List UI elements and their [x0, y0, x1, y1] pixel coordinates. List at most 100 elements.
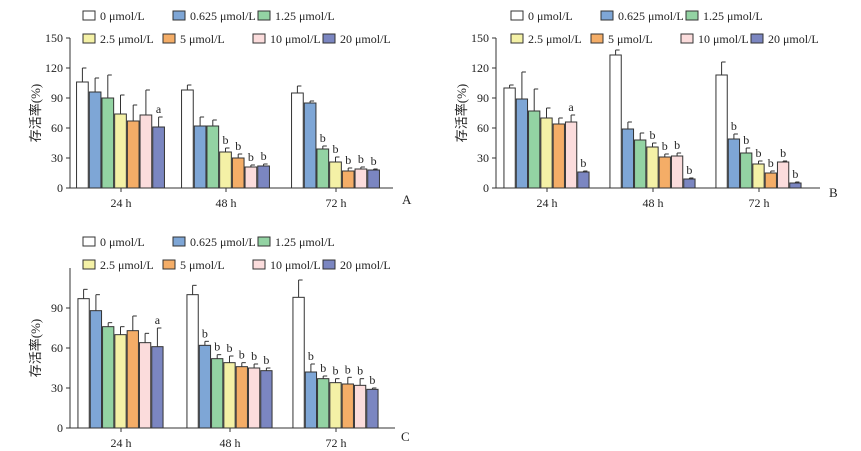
significance-label: b — [320, 361, 326, 375]
bar — [223, 362, 236, 429]
bar — [634, 139, 647, 189]
legend-label: 10 μmol/L — [270, 32, 321, 46]
bar — [193, 125, 207, 189]
significance-label: b — [202, 326, 208, 340]
y-tick-label: 90 — [477, 91, 489, 105]
significance-label: b — [792, 167, 798, 181]
y-tick-label: 60 — [51, 341, 63, 355]
bar — [752, 163, 765, 189]
x-tick-label: 24 h — [111, 196, 132, 210]
bar — [366, 388, 379, 429]
significance-label: b — [650, 128, 656, 142]
bar — [367, 169, 380, 189]
legend-swatch — [600, 10, 614, 21]
legend-label: 5 μmol/L — [180, 32, 225, 46]
legend-swatch — [257, 236, 271, 247]
bar — [114, 334, 127, 429]
y-tick-label: 150 — [471, 31, 489, 45]
significance-label: b — [369, 373, 375, 387]
legend-swatch — [172, 10, 186, 21]
bar — [77, 298, 90, 429]
bar — [353, 384, 367, 429]
bar — [609, 54, 622, 189]
bar — [88, 91, 102, 189]
legend-label: 5 μmol/L — [608, 32, 653, 46]
bar — [304, 371, 318, 429]
bar — [231, 157, 245, 189]
legend-label: 5 μmol/L — [180, 258, 225, 272]
legend-label: 10 μmol/L — [270, 258, 321, 272]
bar — [577, 171, 590, 189]
legend-swatch — [82, 259, 96, 270]
y-tick-label: 90 — [51, 301, 63, 315]
x-tick-label: 24 h — [537, 196, 558, 210]
chart-panel-B: 0 μmol/L 0.625 μmol/L 1.25 μmol/L 2.5 μmol/… — [454, 9, 838, 210]
significance-label: b — [214, 340, 220, 354]
legend-swatch — [590, 33, 604, 44]
bar — [244, 166, 258, 189]
legend-swatch — [257, 10, 271, 21]
bar — [354, 168, 368, 189]
legend-label: 0.625 μmol/L — [618, 9, 684, 23]
legend-swatch — [510, 33, 524, 44]
significance-label: b — [320, 131, 326, 145]
legend-label: 20 μmol/L — [768, 32, 819, 46]
bar — [341, 383, 354, 429]
legend: 0 μmol/L 0.625 μmol/L 1.25 μmol/L 2.5 μmol/… — [510, 9, 819, 46]
bar — [89, 310, 103, 429]
panel-label: C — [401, 429, 410, 444]
legend-swatch — [680, 33, 694, 44]
legend-swatch — [510, 10, 524, 21]
y-axis-label: 存活率(%) — [28, 84, 43, 143]
bar — [257, 165, 270, 189]
chart-panel-A: 0 μmol/L 0.625 μmol/L 1.25 μmol/L 2.5 μmol/… — [28, 9, 412, 210]
x-tick-label: 48 h — [216, 196, 237, 210]
bar — [552, 123, 565, 189]
bar — [211, 358, 224, 429]
bar — [291, 92, 304, 189]
legend-swatch — [252, 259, 266, 270]
significance-label: b — [371, 154, 377, 168]
bar — [206, 125, 220, 189]
bar — [316, 148, 330, 189]
y-tick-label: 30 — [51, 151, 63, 165]
bar — [152, 126, 165, 189]
bar — [126, 330, 139, 429]
bar — [564, 121, 578, 189]
legend-swatch — [82, 33, 96, 44]
legend-swatch — [322, 259, 336, 270]
significance-label: b — [357, 364, 363, 378]
bar — [329, 382, 342, 429]
legend-swatch — [750, 33, 764, 44]
bar — [219, 151, 232, 189]
bar — [126, 120, 140, 189]
bar — [247, 367, 261, 429]
y-tick-label: 120 — [45, 61, 63, 75]
x-tick-label: 72 h — [326, 436, 347, 450]
legend-label: 0 μmol/L — [528, 9, 573, 23]
significance-label: b — [345, 362, 351, 376]
significance-label: b — [731, 119, 737, 133]
y-tick-label: 0 — [483, 181, 489, 195]
x-tick-label: 48 h — [220, 436, 241, 450]
y-tick-label: 120 — [471, 61, 489, 75]
y-tick-label: 30 — [477, 151, 489, 165]
bar — [341, 170, 355, 189]
legend-label: 2.5 μmol/L — [528, 32, 582, 46]
bar — [683, 178, 696, 189]
bar — [528, 110, 541, 189]
legend-label: 2.5 μmol/L — [100, 32, 154, 46]
bar — [186, 294, 199, 429]
y-tick-label: 60 — [51, 121, 63, 135]
significance-label: b — [686, 163, 692, 177]
legend-swatch — [685, 10, 699, 21]
legend-label: 2.5 μmol/L — [100, 258, 154, 272]
legend-swatch — [172, 236, 186, 247]
legend-label: 1.25 μmol/L — [703, 9, 763, 23]
significance-label: b — [674, 138, 680, 152]
bar — [139, 114, 153, 189]
significance-label: b — [768, 156, 774, 170]
significance-label: b — [227, 341, 233, 355]
bar — [503, 87, 516, 189]
